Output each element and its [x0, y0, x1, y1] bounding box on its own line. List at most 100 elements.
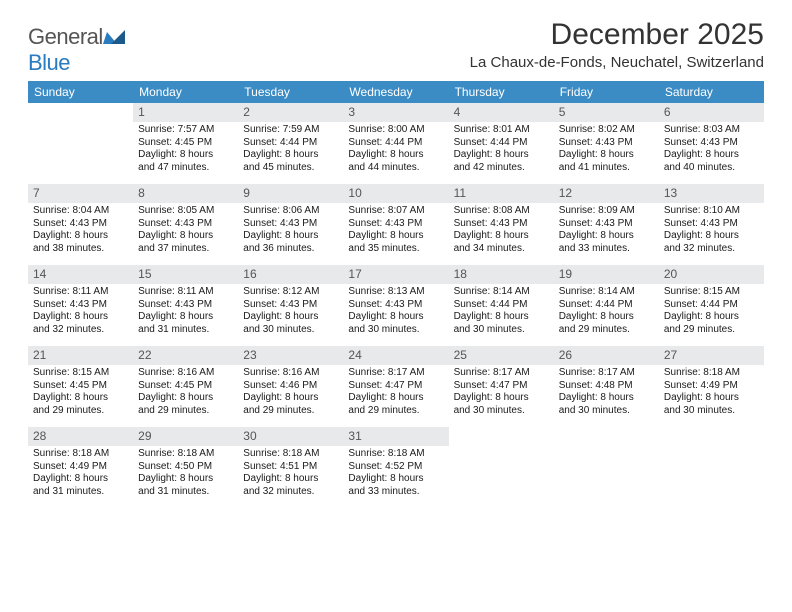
day-info-cell: Sunrise: 8:18 AMSunset: 4:52 PMDaylight:… [343, 446, 448, 508]
day-number: 10 [343, 184, 448, 203]
daylight-line-2: and 35 minutes. [348, 243, 443, 256]
day-info: Sunrise: 8:07 AMSunset: 4:43 PMDaylight:… [343, 203, 448, 265]
logo-part1: General [28, 24, 103, 49]
daylight-line-2: and 30 minutes. [243, 324, 338, 337]
daylight-line-1: Daylight: 8 hours [454, 230, 549, 243]
day-number-cell: 17 [343, 265, 448, 284]
daylight-line-1: Daylight: 8 hours [559, 311, 654, 324]
info-row: Sunrise: 8:15 AMSunset: 4:45 PMDaylight:… [28, 365, 764, 427]
day-info-cell [449, 446, 554, 508]
day-number-cell: 3 [343, 103, 448, 122]
daylight-line-2: and 29 minutes. [664, 324, 759, 337]
daylight-line-2: and 32 minutes. [243, 486, 338, 499]
info-row: Sunrise: 7:57 AMSunset: 4:45 PMDaylight:… [28, 122, 764, 184]
day-info: Sunrise: 8:06 AMSunset: 4:43 PMDaylight:… [238, 203, 343, 265]
day-info: Sunrise: 8:17 AMSunset: 4:47 PMDaylight:… [343, 365, 448, 427]
sunset-line: Sunset: 4:43 PM [664, 137, 759, 150]
day-number-cell: 2 [238, 103, 343, 122]
day-info: Sunrise: 7:57 AMSunset: 4:45 PMDaylight:… [133, 122, 238, 184]
daylight-line-1: Daylight: 8 hours [348, 311, 443, 324]
day-info-cell: Sunrise: 8:03 AMSunset: 4:43 PMDaylight:… [659, 122, 764, 184]
daylight-line-2: and 42 minutes. [454, 162, 549, 175]
info-row: Sunrise: 8:04 AMSunset: 4:43 PMDaylight:… [28, 203, 764, 265]
day-info: Sunrise: 8:18 AMSunset: 4:49 PMDaylight:… [28, 446, 133, 508]
daylight-line-2: and 29 minutes. [243, 405, 338, 418]
sunrise-line: Sunrise: 8:17 AM [348, 367, 443, 380]
daylight-line-1: Daylight: 8 hours [33, 230, 128, 243]
day-info: Sunrise: 8:11 AMSunset: 4:43 PMDaylight:… [133, 284, 238, 346]
day-number-cell [659, 427, 764, 446]
day-info: Sunrise: 8:01 AMSunset: 4:44 PMDaylight:… [449, 122, 554, 184]
day-number: 9 [238, 184, 343, 203]
daylight-line-1: Daylight: 8 hours [454, 311, 549, 324]
day-info-cell [659, 446, 764, 508]
day-info-cell: Sunrise: 8:15 AMSunset: 4:45 PMDaylight:… [28, 365, 133, 427]
day-info: Sunrise: 8:15 AMSunset: 4:45 PMDaylight:… [28, 365, 133, 427]
sunset-line: Sunset: 4:43 PM [454, 218, 549, 231]
sunrise-line: Sunrise: 8:03 AM [664, 124, 759, 137]
daylight-line-1: Daylight: 8 hours [138, 230, 233, 243]
day-info: Sunrise: 8:18 AMSunset: 4:52 PMDaylight:… [343, 446, 448, 508]
sunset-line: Sunset: 4:43 PM [33, 218, 128, 231]
day-info [554, 446, 659, 494]
day-number-cell: 18 [449, 265, 554, 284]
day-number-cell: 25 [449, 346, 554, 365]
day-info-cell: Sunrise: 8:17 AMSunset: 4:48 PMDaylight:… [554, 365, 659, 427]
header: General Blue December 2025 La Chaux-de-F… [28, 18, 764, 77]
sunrise-line: Sunrise: 7:57 AM [138, 124, 233, 137]
daylight-line-1: Daylight: 8 hours [138, 149, 233, 162]
sunrise-line: Sunrise: 8:13 AM [348, 286, 443, 299]
calendar-table: SundayMondayTuesdayWednesdayThursdayFrid… [28, 81, 764, 508]
day-number-cell: 10 [343, 184, 448, 203]
daylight-line-1: Daylight: 8 hours [664, 311, 759, 324]
day-number: 7 [28, 184, 133, 203]
daylight-line-1: Daylight: 8 hours [348, 230, 443, 243]
daylight-line-1: Daylight: 8 hours [243, 392, 338, 405]
sunrise-line: Sunrise: 8:18 AM [243, 448, 338, 461]
day-info-cell: Sunrise: 8:11 AMSunset: 4:43 PMDaylight:… [133, 284, 238, 346]
sunrise-line: Sunrise: 8:07 AM [348, 205, 443, 218]
sunset-line: Sunset: 4:43 PM [33, 299, 128, 312]
daylight-line-1: Daylight: 8 hours [138, 311, 233, 324]
day-info: Sunrise: 8:12 AMSunset: 4:43 PMDaylight:… [238, 284, 343, 346]
sunset-line: Sunset: 4:43 PM [559, 218, 654, 231]
day-number-cell: 30 [238, 427, 343, 446]
daylight-line-1: Daylight: 8 hours [664, 230, 759, 243]
daylight-line-2: and 29 minutes. [559, 324, 654, 337]
day-number-cell: 12 [554, 184, 659, 203]
day-number-cell: 20 [659, 265, 764, 284]
sunset-line: Sunset: 4:43 PM [138, 218, 233, 231]
day-info-cell: Sunrise: 8:18 AMSunset: 4:49 PMDaylight:… [659, 365, 764, 427]
sunset-line: Sunset: 4:43 PM [243, 218, 338, 231]
day-number: 13 [659, 184, 764, 203]
day-info: Sunrise: 8:17 AMSunset: 4:48 PMDaylight:… [554, 365, 659, 427]
day-number-cell: 13 [659, 184, 764, 203]
sunset-line: Sunset: 4:45 PM [33, 380, 128, 393]
daylight-line-2: and 36 minutes. [243, 243, 338, 256]
sunrise-line: Sunrise: 8:12 AM [243, 286, 338, 299]
day-number-cell: 9 [238, 184, 343, 203]
weekday-header: Friday [554, 81, 659, 103]
day-info: Sunrise: 8:13 AMSunset: 4:43 PMDaylight:… [343, 284, 448, 346]
day-info-cell: Sunrise: 8:13 AMSunset: 4:43 PMDaylight:… [343, 284, 448, 346]
sunrise-line: Sunrise: 8:14 AM [454, 286, 549, 299]
day-number-cell: 28 [28, 427, 133, 446]
info-row: Sunrise: 8:18 AMSunset: 4:49 PMDaylight:… [28, 446, 764, 508]
day-info-cell: Sunrise: 7:59 AMSunset: 4:44 PMDaylight:… [238, 122, 343, 184]
day-number-cell: 8 [133, 184, 238, 203]
day-number-cell: 14 [28, 265, 133, 284]
day-number-cell: 5 [554, 103, 659, 122]
sunrise-line: Sunrise: 8:08 AM [454, 205, 549, 218]
day-number-cell: 31 [343, 427, 448, 446]
day-info-cell: Sunrise: 8:18 AMSunset: 4:50 PMDaylight:… [133, 446, 238, 508]
day-info: Sunrise: 8:16 AMSunset: 4:45 PMDaylight:… [133, 365, 238, 427]
page-subtitle: La Chaux-de-Fonds, Neuchatel, Switzerlan… [470, 54, 764, 71]
daylight-line-1: Daylight: 8 hours [348, 473, 443, 486]
day-number: 23 [238, 346, 343, 365]
day-number-cell: 22 [133, 346, 238, 365]
day-number-cell: 29 [133, 427, 238, 446]
day-info [659, 446, 764, 494]
daylight-line-2: and 37 minutes. [138, 243, 233, 256]
day-number: 22 [133, 346, 238, 365]
daylight-line-1: Daylight: 8 hours [243, 230, 338, 243]
